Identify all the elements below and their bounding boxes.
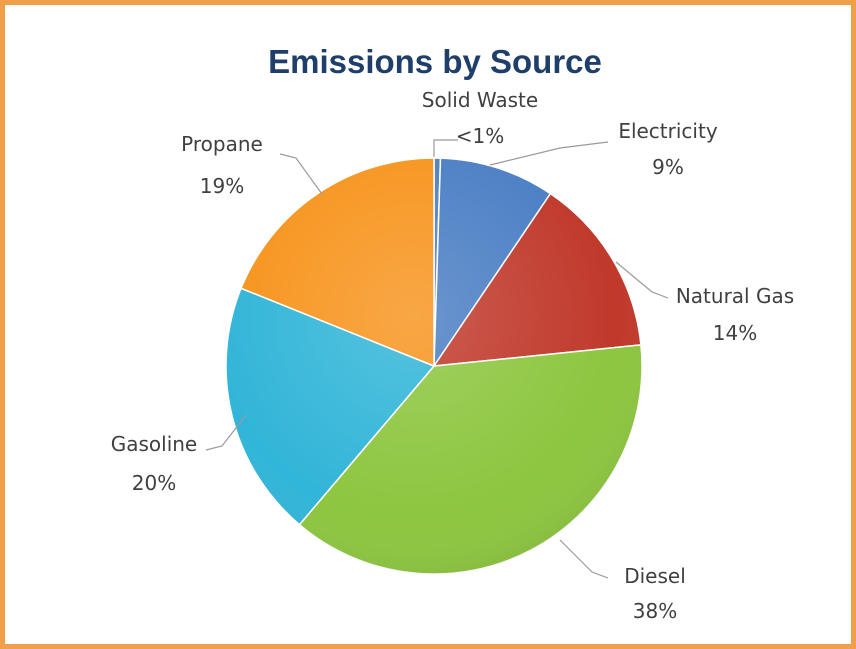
- slice-name-electricity: Electricity: [618, 119, 718, 143]
- slice-percent-diesel: 38%: [633, 599, 677, 623]
- slice-percent-propane: 19%: [200, 174, 244, 198]
- slice-percent-gasoline: 20%: [132, 471, 176, 495]
- leader-line-diesel: [559, 539, 609, 579]
- slice-name-propane: Propane: [181, 132, 263, 156]
- slice-name-natural-gas: Natural Gas: [676, 284, 794, 308]
- leader-line-electricity: [489, 141, 609, 166]
- chart-title: Emissions by Source: [268, 43, 602, 80]
- leader-line-solid-waste: [433, 139, 458, 157]
- leader-line-natural-gas: [615, 261, 669, 299]
- slice-percent-solid-waste: <1%: [456, 124, 505, 148]
- slice-name-diesel: Diesel: [624, 564, 686, 588]
- leader-line-propane: [279, 153, 323, 195]
- pie-shading: [226, 158, 642, 574]
- slice-percent-electricity: 9%: [652, 155, 684, 179]
- slice-percent-natural-gas: 14%: [713, 321, 757, 345]
- pie-slices: [225, 157, 643, 575]
- leader-line-gasoline: [205, 414, 247, 451]
- slice-name-gasoline: Gasoline: [111, 432, 198, 456]
- slice-name-solid-waste: Solid Waste: [422, 88, 538, 112]
- slice-labels: Solid Waste <1% Electricity 9% Natural Gas 14…: [111, 88, 794, 623]
